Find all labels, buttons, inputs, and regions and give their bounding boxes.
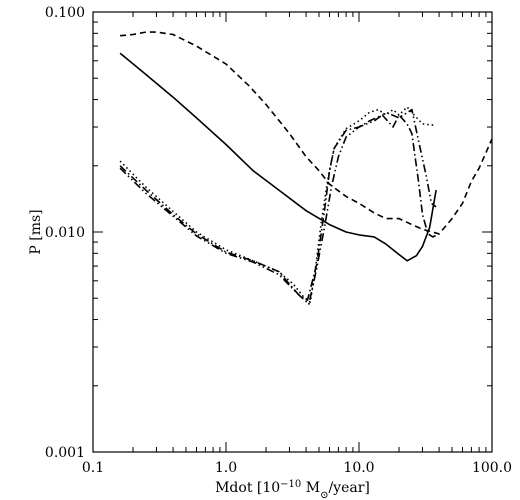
series-line-dash-dot-dot: [119, 108, 437, 305]
y-tick-label: 0.001: [45, 445, 85, 461]
x-tick-label: 100.0: [472, 460, 512, 476]
axis-ticks: [92, 12, 492, 453]
x-axis-title-main: Mdot [10: [215, 480, 280, 496]
x-axis-title-exponent: −10: [280, 479, 301, 490]
x-tick-label: 1.0: [215, 460, 237, 476]
series-layer: [119, 31, 493, 305]
series-line-dotted: [119, 106, 437, 303]
x-axis-title-tail: /year]: [328, 480, 369, 496]
series-line-dashed: [120, 31, 493, 235]
x-tick-label: 10.0: [343, 460, 374, 476]
y-axis-title: P [ms]: [28, 209, 44, 254]
x-tick-labels: 0.1 1.0 10.0 100.0: [82, 460, 512, 476]
x-axis-title-subscript: ⊙: [320, 490, 328, 500]
y-tick-label: 0.100: [45, 5, 85, 21]
y-tick-labels: 0.001 0.010 0.100: [45, 5, 85, 461]
series-line-dash-dot: [119, 114, 440, 302]
x-axis-title: Mdot [10−10 M⊙/year]: [215, 479, 370, 500]
x-tick-label: 0.1: [82, 460, 104, 476]
x-axis-title-unit: M: [301, 480, 320, 496]
series-line-solid: [119, 52, 437, 262]
y-tick-label: 0.010: [45, 225, 85, 241]
plot-frame: [92, 11, 493, 453]
